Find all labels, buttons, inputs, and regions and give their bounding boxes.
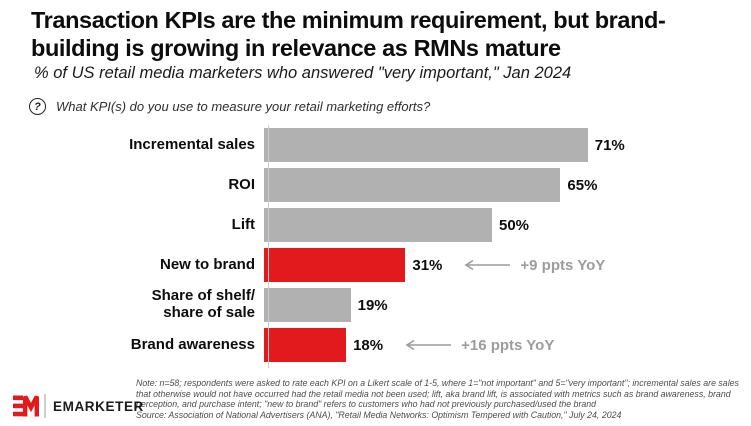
bar-area: 18% +16 ppts YoY (263, 325, 751, 365)
brand-name: EMARKETER (53, 398, 144, 414)
bar-area: 19% (263, 285, 751, 325)
chart-row: Brand awareness 18% +16 ppts YoY (0, 325, 751, 365)
value-label: 71% (594, 136, 625, 154)
survey-question: What KPI(s) do you use to measure your r… (56, 99, 431, 114)
bar-area: 65% (263, 165, 751, 205)
bar (264, 208, 492, 242)
bar-chart: Incremental sales 71% ROI 65% Lift 50% New to … (0, 125, 751, 368)
em-logo-icon (13, 395, 39, 417)
yoy-annotation: +9 ppts YoY (520, 256, 606, 274)
bar-area: 71% (263, 125, 751, 165)
emarketer-logo: EMARKETER (13, 394, 144, 418)
value-label: 65% (567, 176, 598, 194)
category-label: Incremental sales (129, 135, 255, 153)
left-arrow-icon (400, 339, 452, 351)
logo-divider (44, 394, 46, 418)
bar (264, 128, 588, 162)
footer-note: Note: n=58; respondents were asked to ra… (136, 378, 740, 421)
category-label: Lift (231, 215, 255, 233)
value-label: 19% (357, 296, 388, 314)
category-label: Share of shelf/ share of sale (151, 287, 255, 321)
source-text: Source: Association of National Advertis… (136, 410, 622, 421)
question-mark-icon: ? (29, 98, 46, 115)
bar-area: 31% +9 ppts YoY (263, 245, 751, 285)
chart-row: ROI 65% (0, 165, 751, 205)
value-label: 50% (499, 216, 530, 234)
note-text: Note: n=58; respondents were asked to ra… (136, 378, 739, 410)
category-label: ROI (228, 175, 255, 193)
chart-row: Lift 50% (0, 205, 751, 245)
chart-row: Incremental sales 71% (0, 125, 751, 165)
value-label: 31% (412, 256, 443, 274)
yoy-annotation: +16 ppts YoY (461, 336, 555, 354)
bar (264, 248, 406, 282)
bar (264, 288, 351, 322)
bar (264, 168, 561, 202)
axis-line (268, 125, 269, 368)
category-label: Brand awareness (130, 335, 255, 353)
chart-row: Share of shelf/ share of sale 19% (0, 285, 751, 325)
left-arrow-icon (459, 259, 511, 271)
value-label: 18% (353, 336, 384, 354)
chart-subtitle: % of US retail media marketers who answe… (34, 64, 572, 82)
bar-area: 50% (263, 205, 751, 245)
survey-question-row: ? What KPI(s) do you use to measure your… (29, 98, 430, 115)
bar (264, 328, 347, 362)
chart-row: New to brand 31% +9 ppts YoY (0, 245, 751, 285)
page-title: Transaction KPIs are the minimum require… (31, 7, 666, 61)
category-label: New to brand (159, 255, 255, 273)
